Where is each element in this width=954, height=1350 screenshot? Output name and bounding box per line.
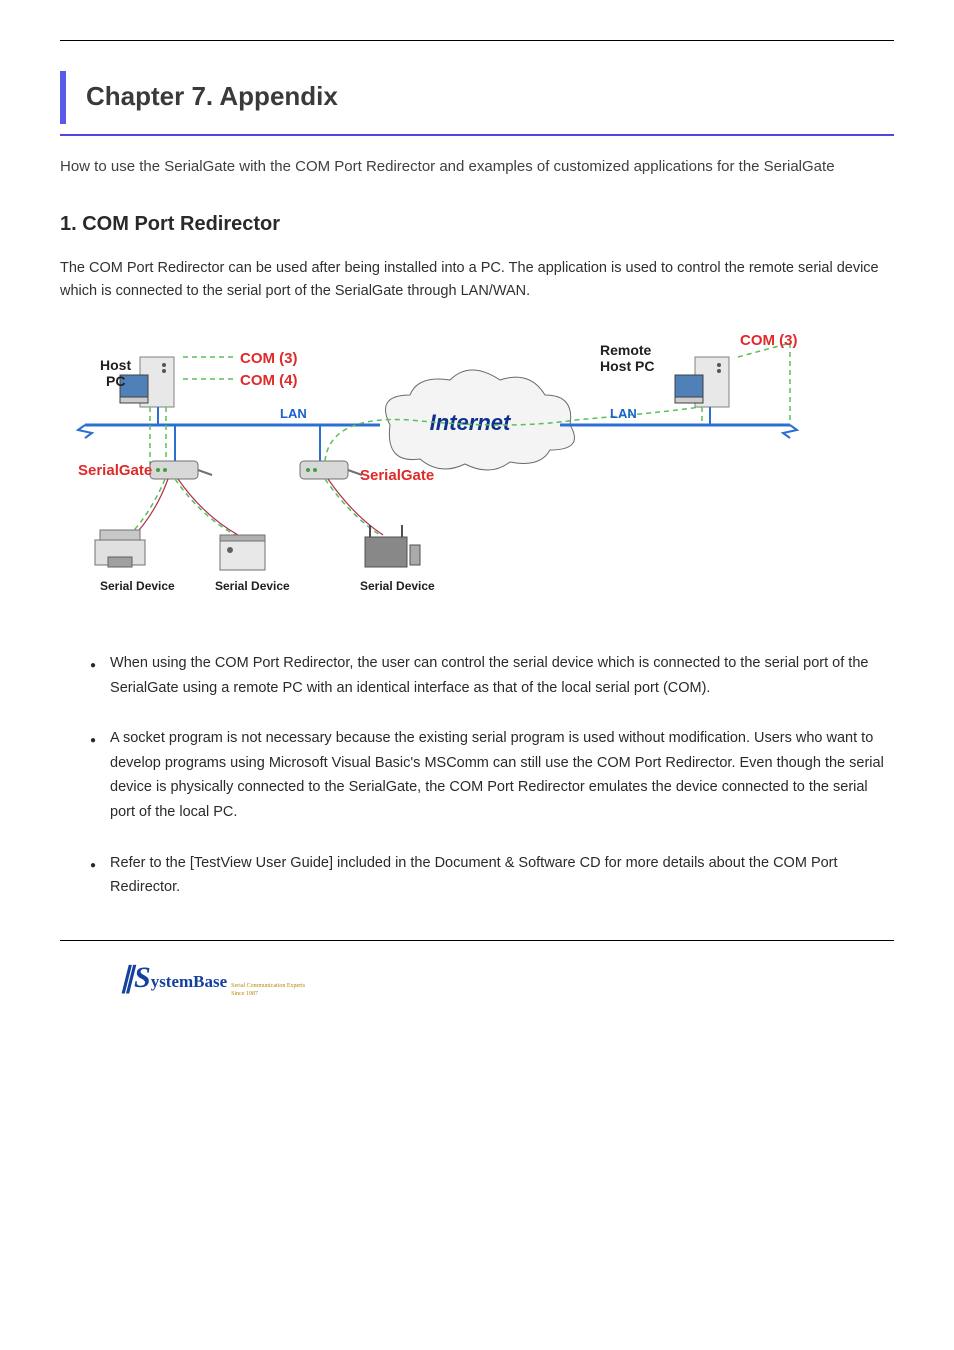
logo-tagline-top: Serial Communication Experts: [231, 983, 305, 989]
top-rule: [60, 40, 894, 41]
bullet-dot-icon: ●: [90, 657, 96, 700]
bullet-item: ● Refer to the [TestView User Guide] inc…: [90, 851, 894, 900]
bullet-dot-icon: ●: [90, 857, 96, 900]
serial-device-3-label: Serial Device: [360, 579, 435, 593]
logo-tagline: Serial Communication Experts Since 1987: [231, 983, 305, 997]
serialgate-2-label: SerialGate: [360, 467, 434, 484]
logo-mark: S: [134, 955, 151, 1000]
lan-label-right: LAN: [610, 406, 637, 421]
serial-device-1-label: Serial Device: [100, 579, 175, 593]
lan-arrow-left: [78, 425, 92, 438]
bullet-text: When using the COM Port Redirector, the …: [110, 651, 894, 700]
footer-rule: [60, 940, 894, 941]
network-diagram: Internet HostPC COM (3) COM (4) LAN Seri…: [70, 325, 894, 621]
serialgate-2-icon: [300, 461, 362, 479]
serialgate-1-label: SerialGate: [78, 462, 152, 479]
remote-host-label: RemoteHost PC: [600, 342, 654, 374]
logo-tagline-sub: Since 1987: [231, 991, 305, 997]
com3-label-right: COM (3): [740, 332, 798, 349]
serial-device-2-icon: [220, 535, 265, 570]
logo-wordmark: ystemBase: [151, 969, 227, 995]
serial-device-3-icon: [365, 525, 420, 567]
serial-sg2-dev3: [328, 479, 383, 535]
serial-device-1-icon: [95, 530, 145, 567]
chapter-title: Chapter 7. Appendix: [86, 77, 894, 116]
chapter-intro: How to use the SerialGate with the COM P…: [60, 156, 894, 179]
lan-arrow-right: [783, 425, 797, 438]
serialgate-1-icon: [150, 461, 212, 479]
chapter-heading-text: Chapter 7. Appendix: [86, 71, 894, 124]
bullet-text: Refer to the [TestView User Guide] inclu…: [110, 851, 894, 900]
chapter-heading-block: Chapter 7. Appendix: [60, 71, 894, 124]
lan-label-left: LAN: [280, 406, 307, 421]
bullet-dot-icon: ●: [90, 732, 96, 825]
chapter-accent-bar: [60, 71, 66, 124]
bullet-text: A socket program is not necessary becaus…: [110, 726, 894, 825]
section-title: 1. COM Port Redirector: [60, 209, 894, 239]
bullet-list: ● When using the COM Port Redirector, th…: [90, 651, 894, 900]
serial-sg1-dev2: [178, 479, 238, 535]
bullet-item: ● When using the COM Port Redirector, th…: [90, 651, 894, 700]
com4-label-left: COM (4): [240, 372, 298, 389]
serial-device-2-label: Serial Device: [215, 579, 290, 593]
com3-label-left: COM (3): [240, 350, 298, 367]
logo-slash-icon: ∥: [120, 958, 134, 1000]
section-description: The COM Port Redirector can be used afte…: [60, 257, 894, 303]
bullet-item: ● A socket program is not necessary beca…: [90, 726, 894, 825]
remote-host-pc-icon: [675, 357, 729, 407]
page-footer: ∥ S ystemBase Serial Communication Exper…: [60, 955, 894, 1000]
systembase-logo: ∥ S ystemBase Serial Communication Exper…: [120, 955, 305, 1000]
chapter-rule: [60, 134, 894, 136]
